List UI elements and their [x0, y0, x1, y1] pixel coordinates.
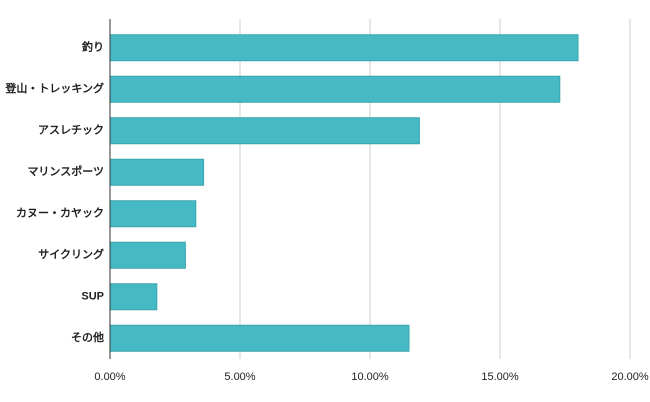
- bar: [109, 34, 579, 62]
- y-tick-label: SUP: [81, 291, 104, 303]
- x-tick-label: 15.00%: [481, 371, 519, 383]
- x-tick-label: 5.00%: [224, 371, 255, 383]
- bar: [109, 158, 205, 186]
- y-tick-label: マリンスポーツ: [27, 164, 104, 178]
- y-tick-label: サイクリング: [38, 247, 104, 261]
- bar: [109, 75, 561, 103]
- y-tick-label: アスレチック: [38, 124, 104, 137]
- bar: [109, 200, 197, 228]
- bar: [109, 283, 158, 311]
- bar: [109, 241, 186, 269]
- y-tick-label: 登山・トレッキング: [4, 81, 104, 95]
- x-tick-label: 20.00%: [611, 371, 649, 383]
- x-tick-label: 0.00%: [94, 371, 125, 383]
- bar: [109, 324, 410, 352]
- x-tick-label: 10.00%: [351, 371, 389, 383]
- bar: [109, 117, 420, 145]
- y-tick-label: その他: [71, 330, 104, 344]
- y-tick-label: カヌー・カヤック: [16, 207, 104, 220]
- y-tick-label: 釣り: [82, 40, 104, 54]
